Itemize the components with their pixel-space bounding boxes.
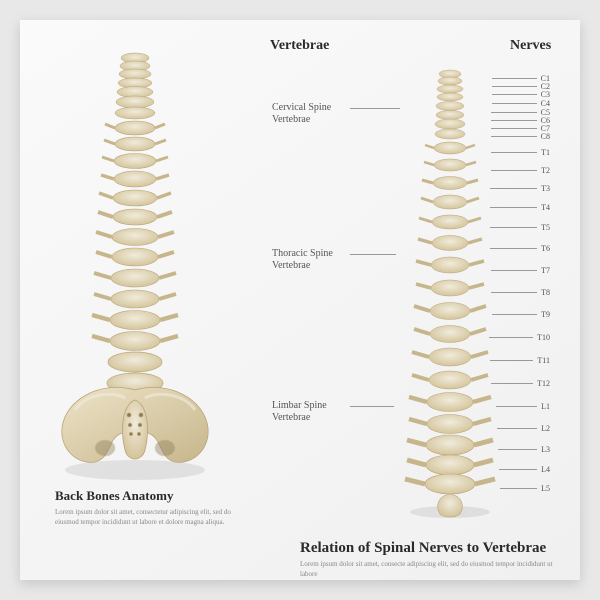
- nerve-row: T7: [450, 266, 550, 275]
- nerve-leader-line: [500, 488, 537, 489]
- nerve-label: T2: [541, 166, 550, 175]
- nerve-leader-line: [492, 314, 537, 315]
- nerve-row: T4: [450, 203, 550, 212]
- nerve-label: T4: [541, 203, 550, 212]
- section-line2: Vertebrae: [272, 114, 310, 125]
- nerve-leader-line: [491, 136, 537, 137]
- nerve-row: L3: [450, 445, 550, 454]
- nerve-row: T10: [450, 333, 550, 342]
- nerve-leader-line: [490, 188, 537, 189]
- nerve-label: L3: [541, 445, 550, 454]
- nerve-label: L2: [541, 424, 550, 433]
- nerve-leader-line: [491, 112, 537, 113]
- nerve-leader-line: [492, 103, 537, 104]
- nerve-label: T3: [541, 184, 550, 193]
- nerve-label: T6: [541, 244, 550, 253]
- nerve-leader-line: [491, 170, 537, 171]
- nerve-leader-line: [489, 337, 533, 338]
- section-leader-line: [350, 254, 396, 255]
- nerve-label: T8: [541, 288, 550, 297]
- nerve-row: T5: [450, 223, 550, 232]
- section-line1: Cervical Spine: [272, 102, 331, 113]
- card: Vertebrae Nerves: [20, 20, 580, 580]
- nerve-label: T5: [541, 223, 550, 232]
- nerve-label: T12: [537, 379, 550, 388]
- nerve-leader-line: [498, 449, 537, 450]
- nerve-label: C8: [541, 132, 550, 141]
- nerve-label: T9: [541, 310, 550, 319]
- nerve-label: L5: [541, 484, 550, 493]
- nerve-leader-line: [497, 428, 537, 429]
- section-line2: Vertebrae: [272, 260, 310, 271]
- nerve-row: T8: [450, 288, 550, 297]
- nerve-row: C4: [450, 99, 550, 108]
- nerve-label: T10: [537, 333, 550, 342]
- section-line1: Thoracic Spine: [272, 248, 333, 259]
- nerve-leader-line: [491, 292, 537, 293]
- nerve-row: T3: [450, 184, 550, 193]
- section-label: Cervical SpineVertebrae: [272, 102, 331, 126]
- nerve-row: T12: [450, 379, 550, 388]
- nerve-label: L4: [541, 465, 550, 474]
- nerve-leader-line: [491, 383, 533, 384]
- left-title: Back Bones Anatomy: [55, 488, 173, 504]
- nerve-label: C3: [541, 90, 550, 99]
- nerve-leader-line: [490, 360, 533, 361]
- nerve-row: T6: [450, 244, 550, 253]
- nerve-label: C4: [541, 99, 550, 108]
- nerve-row: C8: [450, 132, 550, 141]
- nerve-label: L1: [541, 402, 550, 411]
- nerve-row: T2: [450, 166, 550, 175]
- section-label: Limbar SpineVertebrae: [272, 400, 327, 424]
- nerve-leader-line: [492, 94, 537, 95]
- nerve-row: T11: [450, 356, 550, 365]
- nerve-leader-line: [491, 120, 537, 121]
- right-title: Relation of Spinal Nerves to Vertebrae: [300, 540, 546, 557]
- nerve-row: L4: [450, 465, 550, 474]
- nerve-leader-line: [490, 248, 537, 249]
- right-body: Lorem ipsum dolor sit amet, consecte adi…: [300, 560, 560, 580]
- nerve-leader-line: [490, 207, 537, 208]
- nerve-leader-line: [491, 152, 537, 153]
- header-nerves: Nerves: [510, 38, 551, 54]
- nerve-label: T7: [541, 266, 550, 275]
- nerve-leader-line: [492, 86, 537, 87]
- left-body: Lorem ipsum dolor sit amet, consectetur …: [55, 508, 235, 528]
- section-leader-line: [350, 406, 394, 407]
- nerve-row: L1: [450, 402, 550, 411]
- nerve-row: L2: [450, 424, 550, 433]
- nerve-row: T1: [450, 148, 550, 157]
- nerve-row: L5: [450, 484, 550, 493]
- nerve-leader-line: [490, 227, 537, 228]
- section-line2: Vertebrae: [272, 412, 310, 423]
- nerve-leader-line: [492, 78, 537, 79]
- nerve-leader-line: [491, 270, 537, 271]
- section-leader-line: [350, 108, 400, 109]
- nerve-row: C3: [450, 90, 550, 99]
- header-vertebrae: Vertebrae: [270, 38, 329, 54]
- nerve-leader-line: [496, 406, 537, 407]
- nerve-row: T9: [450, 310, 550, 319]
- spine-left-illustration: [50, 50, 220, 480]
- section-line1: Limbar Spine: [272, 400, 327, 411]
- nerve-leader-line: [491, 128, 537, 129]
- nerve-label: T11: [537, 356, 550, 365]
- section-label: Thoracic SpineVertebrae: [272, 248, 333, 272]
- nerve-label: T1: [541, 148, 550, 157]
- nerve-leader-line: [499, 469, 537, 470]
